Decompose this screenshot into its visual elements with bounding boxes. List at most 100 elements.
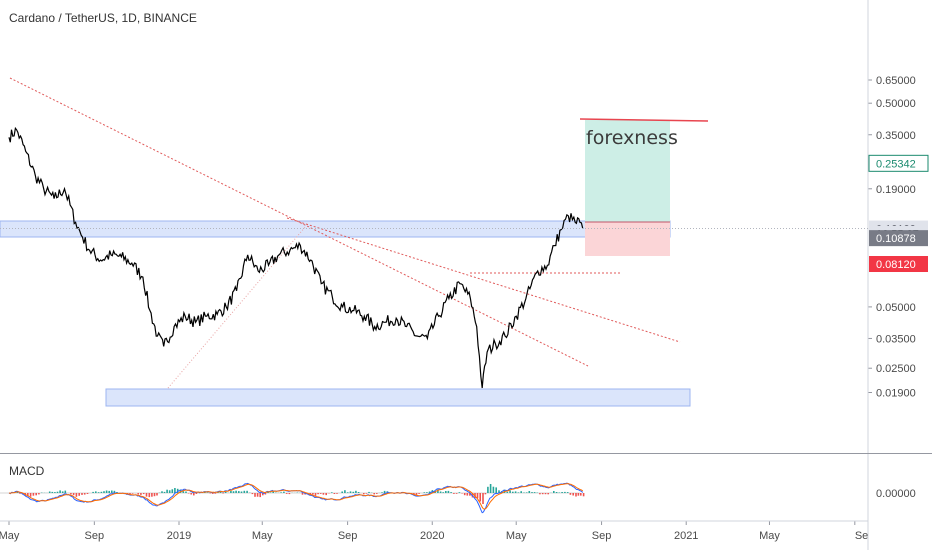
macd-histogram-bar (426, 492, 428, 493)
macd-histogram-bar (365, 493, 368, 494)
macd-histogram-bar (238, 491, 240, 493)
macd-histogram-bar (566, 492, 569, 493)
macd-histogram-bar (111, 490, 113, 493)
trendline-secondary (286, 217, 681, 343)
macd-histogram-bar (100, 491, 103, 493)
macd-histogram-bar (64, 490, 67, 493)
macd-histogram-bar (450, 492, 452, 493)
macd-histogram-bar (195, 493, 198, 494)
macd-histogram-bar (32, 493, 35, 496)
macd-histogram-bar (487, 486, 489, 493)
price-axis-label: 0.65000 (876, 75, 916, 87)
macd-histogram-bar (533, 492, 536, 493)
macd-histogram-bar (285, 493, 288, 494)
time-axis-label: Sep (85, 530, 105, 542)
macd-histogram-bar (179, 489, 182, 493)
macd-histogram-bar (558, 492, 561, 493)
macd-histogram-bar (517, 492, 520, 493)
macd-histogram-bar (553, 491, 555, 493)
macd-histogram-bar (349, 491, 352, 493)
macd-histogram-bar (577, 493, 580, 496)
macd-histogram-bar (512, 491, 514, 493)
macd-histogram-bar (212, 493, 214, 494)
macd-histogram-bar (75, 493, 78, 497)
macd-histogram-bar (575, 493, 577, 497)
macd-histogram-bar (331, 492, 333, 493)
macd-histogram-bar (72, 493, 75, 496)
macd-title: MACD (9, 464, 45, 478)
resistance-zone (0, 220, 671, 238)
macd-histogram-bar (463, 493, 466, 496)
macd-histogram-bar (83, 493, 86, 495)
macd-histogram-bar (341, 491, 343, 493)
price-tag (868, 154, 929, 172)
macd-histogram-bar (81, 493, 83, 495)
macd-histogram-bar (322, 493, 325, 495)
macd-histogram-bar (509, 490, 511, 493)
macd-histogram-bar (428, 491, 431, 493)
macd-histogram-bar (437, 489, 439, 493)
support-zone (105, 388, 691, 407)
time-axis-label: May (506, 530, 527, 542)
macd-axis-label: 0.00000 (876, 488, 916, 500)
macd-histogram-bar (514, 491, 517, 493)
macd-histogram-bar (27, 493, 29, 497)
macd-histogram-bar (466, 493, 469, 496)
macd-histogram-bar (368, 491, 370, 493)
macd-histogram-bar (19, 493, 21, 494)
macd-histogram-bar (572, 493, 574, 496)
macd-histogram-bar (161, 491, 163, 493)
macd-histogram-bar (418, 493, 420, 494)
macd-histogram-bar (455, 493, 458, 494)
macd-histogram-bar (561, 492, 563, 493)
macd-histogram-bar (269, 492, 272, 493)
macd-histogram-bar (301, 493, 304, 495)
macd-histogram-bar (86, 493, 89, 494)
macd-histogram-bar (251, 493, 254, 495)
macd-histogram-bar (217, 492, 219, 493)
macd-histogram-bar (283, 491, 285, 493)
macd-histogram-bar (105, 490, 108, 493)
macd-histogram-bar (140, 493, 142, 495)
macd-histogram-bar (35, 493, 37, 496)
macd-histogram-bar (103, 491, 105, 493)
time-axis-label: Sep (338, 530, 358, 542)
macd-histogram-bar (182, 491, 185, 493)
macd-histogram-bar (346, 492, 349, 493)
macd-histogram-bar (564, 491, 566, 493)
macd-histogram-bar (506, 491, 509, 493)
macd-histogram-bar (129, 493, 131, 495)
macd-histogram-bar (482, 493, 484, 504)
macd-histogram-bar (539, 493, 541, 495)
time-axis-label: 2020 (420, 530, 444, 542)
macd-histogram-bar (193, 493, 195, 496)
macd-histogram-bar (383, 490, 386, 493)
macd-histogram-bar (453, 493, 455, 494)
target-zone (585, 120, 670, 222)
macd-histogram-bar (116, 492, 118, 493)
macd-histogram-bar (498, 490, 500, 493)
macd-histogram-bar (373, 493, 375, 495)
macd-histogram-bar (151, 493, 153, 497)
price-axis-label: 0.05000 (876, 302, 916, 314)
macd-histogram-bar (219, 491, 222, 493)
macd-histogram-bar (476, 493, 479, 499)
macd-histogram-bar (145, 493, 148, 497)
macd-histogram-bar (544, 493, 547, 495)
macd-histogram-bar (439, 491, 442, 493)
macd-histogram-bar (54, 492, 56, 493)
macd-histogram-bar (232, 491, 235, 493)
macd-axis: 0.00000 (876, 488, 916, 500)
price-axis-label: 0.50000 (876, 98, 916, 110)
macd-histogram-bar (190, 493, 192, 495)
macd-histogram-bar (29, 493, 32, 497)
macd-histogram-bar (95, 491, 97, 493)
macd-histogram-bar (363, 493, 365, 495)
macd-histogram-bar (423, 492, 426, 493)
macd-histogram-bar (38, 493, 40, 495)
macd-histogram-bar (458, 492, 461, 493)
macd-histogram-bar (97, 492, 100, 493)
price-tag (869, 230, 928, 247)
price-axis-label: 0.02500 (876, 363, 916, 375)
